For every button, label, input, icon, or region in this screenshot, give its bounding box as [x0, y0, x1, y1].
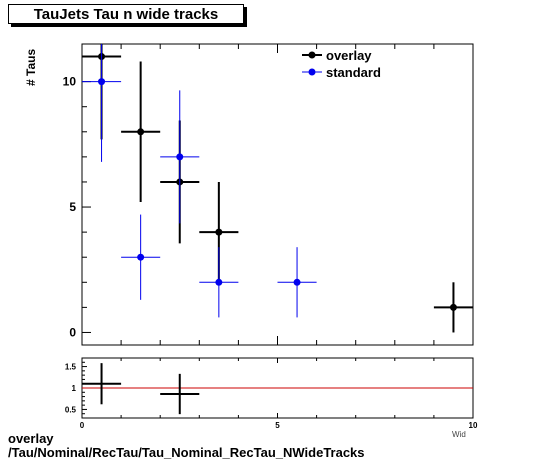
main-y-tick-label: 0 — [69, 325, 76, 339]
main-y-tick-label: 5 — [69, 200, 76, 214]
legend-marker-overlay — [308, 51, 316, 59]
x-tick-label: 10 — [469, 421, 478, 430]
overlay-data-point — [449, 303, 457, 311]
x-axis-label: Wid — [452, 430, 466, 439]
standard-data-point — [137, 253, 145, 261]
overlay-data-point — [215, 228, 223, 236]
ratio-y-tick-label: 1 — [72, 384, 77, 393]
x-tick-label: 0 — [80, 421, 85, 430]
standard-data-point — [215, 278, 223, 286]
legend-marker-standard — [308, 68, 316, 76]
x-tick-label: 5 — [275, 421, 280, 430]
standard-data-point — [98, 78, 106, 86]
overlay-data-point — [137, 128, 145, 136]
legend-label-overlay: overlay — [326, 48, 372, 63]
footer-path: /Tau/Nominal/RecTau/Tau_Nominal_RecTau_N… — [8, 445, 365, 460]
chart-title: TauJets Tau n wide tracks — [33, 6, 219, 23]
main-y-tick-label: 10 — [63, 75, 77, 89]
standard-data-point — [293, 278, 301, 286]
legend-label-standard: standard — [326, 65, 381, 80]
chart-title-box: TauJets Tau n wide tracks — [8, 4, 244, 24]
ratio-y-tick-label: 1.5 — [65, 363, 77, 372]
ratio-y-tick-label: 0.5 — [65, 405, 77, 414]
standard-data-point — [176, 153, 184, 161]
footer-label: overlay — [8, 431, 54, 446]
